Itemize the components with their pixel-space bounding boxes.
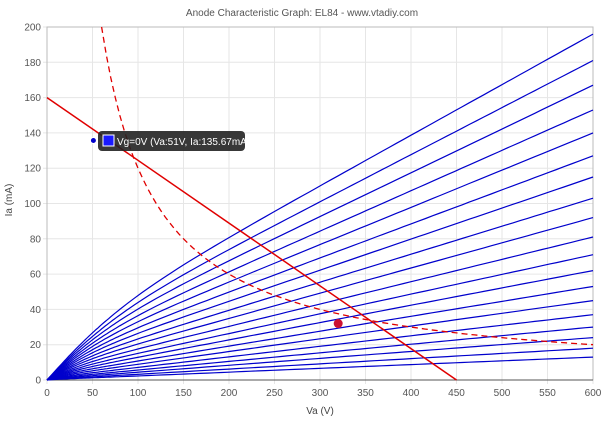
y-tick-label: 120 [24, 164, 41, 175]
plate-curve [46, 217, 594, 381]
plate-curve [46, 314, 594, 381]
y-tick-label: 160 [24, 93, 41, 104]
x-tick-label: 500 [494, 388, 511, 399]
x-tick-label: 100 [130, 388, 147, 399]
plate-curve [46, 197, 594, 381]
x-axis-label: Va (V) [306, 406, 334, 417]
plate-curve [46, 300, 594, 381]
y-tick-label: 80 [30, 234, 42, 245]
plate-curve [46, 347, 594, 381]
x-tick-label: 550 [539, 388, 556, 399]
operating-point-marker[interactable] [333, 319, 343, 329]
plate-curve [46, 285, 594, 381]
plate-curve [46, 109, 594, 381]
y-tick-label: 60 [30, 270, 42, 281]
plate-curve [46, 132, 594, 381]
max-dissipation-curve [100, 26, 594, 346]
tooltip-box [98, 131, 245, 151]
axis-ticks: 0 50 100 150 200 250 300 350 400 450 500 550 600 0 20 4… [24, 23, 601, 400]
x-tick-label: 600 [585, 388, 602, 399]
plate-curve [46, 337, 594, 381]
tooltip: Vg=0V (Va:51V, Ia:135.67mA) [98, 131, 250, 151]
x-tick-label: 250 [266, 388, 283, 399]
tooltip-swatch [102, 134, 115, 147]
y-axis-label: Ia (mA) [4, 184, 15, 217]
hovered-point[interactable] [89, 137, 97, 145]
plate-curve [46, 326, 594, 381]
x-tick-label: 450 [448, 388, 465, 399]
plate-curves [46, 33, 594, 381]
x-tick-label: 350 [357, 388, 374, 399]
plate-curve [46, 84, 594, 381]
chart-title: Anode Characteristic Graph: EL84 - www.v… [186, 8, 418, 19]
plate-curve [46, 356, 594, 381]
x-tick-label: 0 [44, 388, 50, 399]
y-tick-label: 140 [24, 128, 41, 139]
y-tick-label: 40 [30, 305, 42, 316]
plate-curve [46, 236, 594, 381]
x-tick-label: 50 [87, 388, 99, 399]
plate-curve [46, 254, 594, 381]
y-tick-label: 100 [24, 199, 41, 210]
x-tick-label: 400 [403, 388, 420, 399]
plate-curve [46, 59, 594, 381]
plate-curve [46, 270, 594, 381]
plate-curve [46, 33, 594, 381]
y-tick-label: 20 [30, 340, 42, 351]
tooltip-text: Vg=0V (Va:51V, Ia:135.67mA) [117, 137, 250, 148]
plate-curve [46, 155, 594, 381]
x-tick-label: 300 [312, 388, 329, 399]
x-tick-label: 200 [221, 388, 238, 399]
y-tick-label: 0 [35, 376, 41, 387]
plot-area [46, 26, 594, 381]
x-tick-label: 150 [175, 388, 192, 399]
y-tick-label: 200 [24, 23, 41, 34]
y-tick-label: 180 [24, 58, 41, 69]
plate-curve [46, 176, 594, 381]
